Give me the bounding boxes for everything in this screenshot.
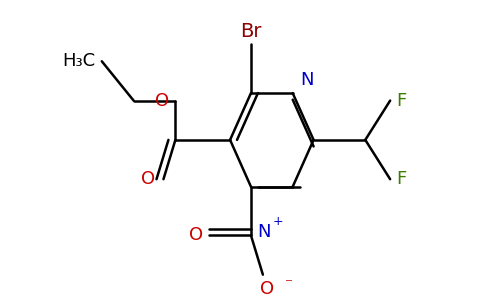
Text: N: N bbox=[301, 71, 314, 89]
Text: ⁻: ⁻ bbox=[285, 277, 293, 292]
Text: H₃C: H₃C bbox=[63, 52, 96, 70]
Text: N: N bbox=[257, 223, 271, 241]
Text: O: O bbox=[155, 92, 169, 110]
Text: F: F bbox=[396, 92, 407, 110]
Text: Br: Br bbox=[240, 22, 262, 41]
Text: O: O bbox=[189, 226, 203, 244]
Text: F: F bbox=[396, 170, 407, 188]
Text: O: O bbox=[260, 280, 274, 298]
Text: O: O bbox=[141, 170, 155, 188]
Text: +: + bbox=[273, 215, 284, 228]
